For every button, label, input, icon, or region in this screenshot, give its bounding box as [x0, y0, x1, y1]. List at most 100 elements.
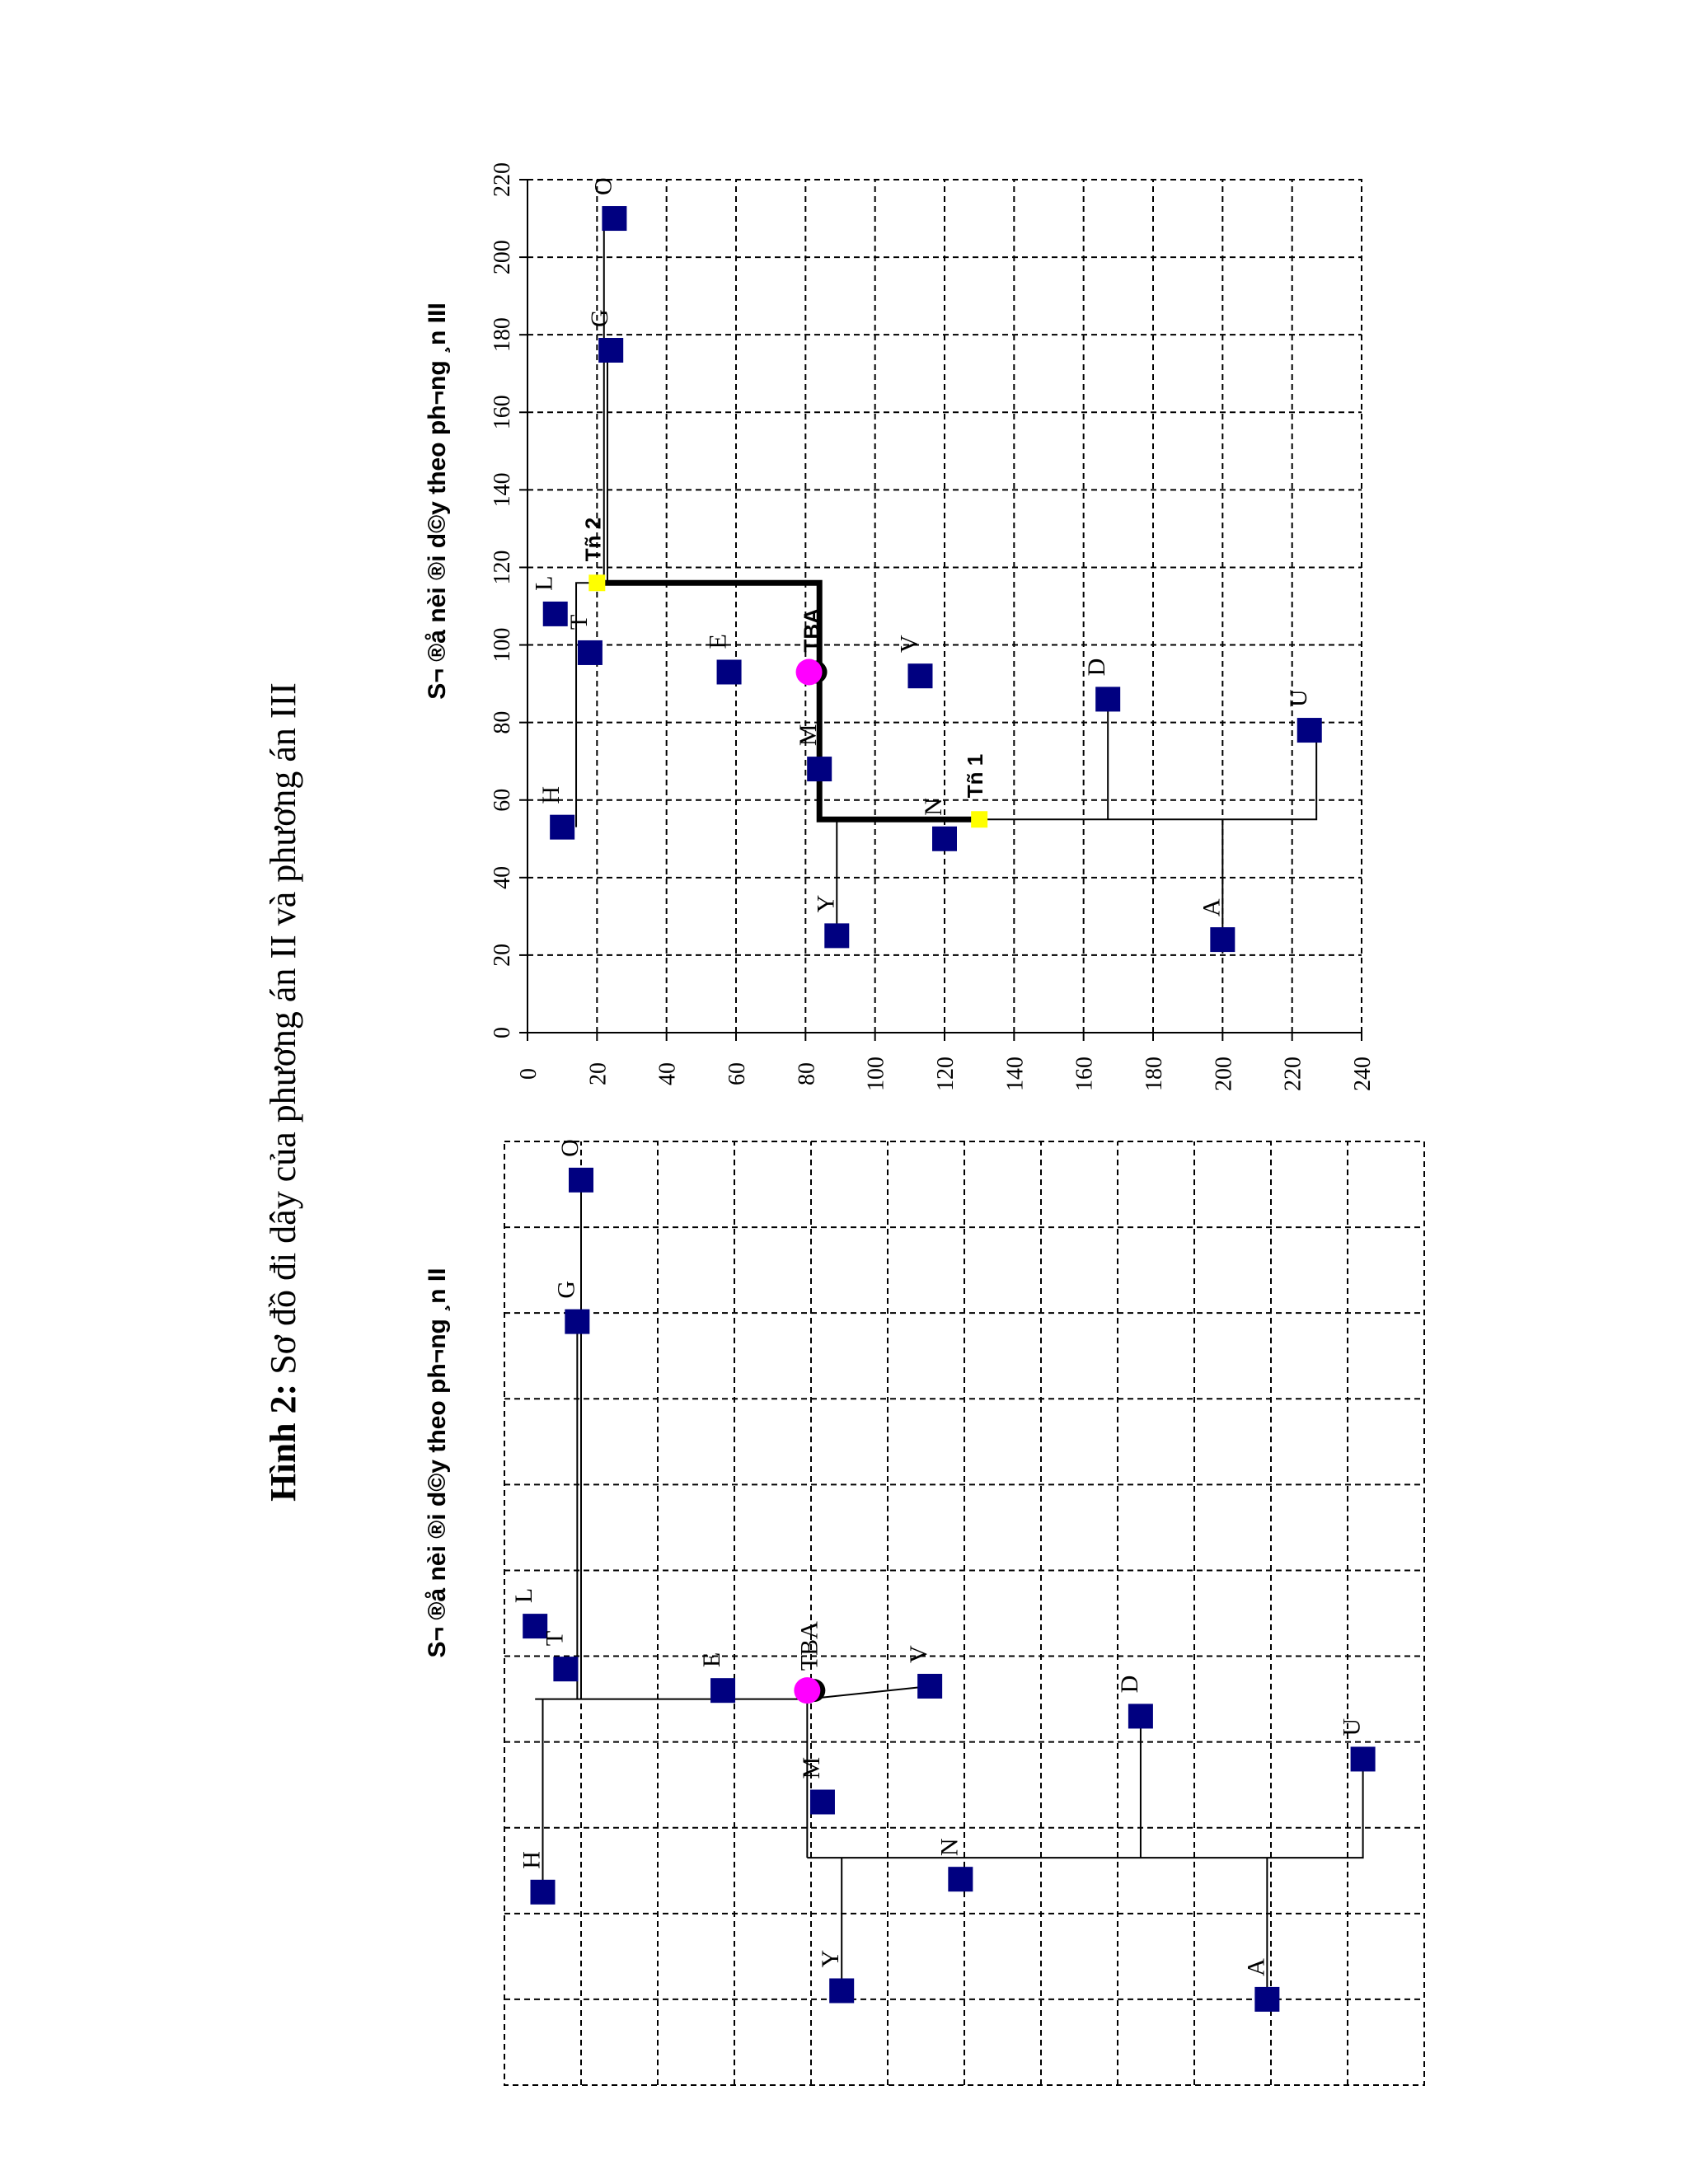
y-tick-label: 40: [655, 1062, 681, 1085]
point-l-label: L: [531, 576, 558, 591]
point-o-marker: [569, 1167, 593, 1193]
point-t-label: T: [541, 1631, 568, 1646]
junction-2-label: Tñ 2: [580, 518, 605, 561]
x-tick-label: 160: [490, 395, 515, 429]
point-h-marker: [530, 1879, 556, 1905]
point-n-label: N: [935, 1839, 963, 1857]
point-m-label: M: [798, 1757, 825, 1779]
point-g-marker: [565, 1309, 590, 1334]
point-l-marker: [523, 1614, 548, 1639]
point-y-label: Y: [812, 895, 839, 913]
point-h-marker: [550, 814, 575, 840]
point-a-label: A: [1198, 898, 1225, 916]
junction-2-marker: [588, 574, 606, 592]
substation-tba-label: TBA: [799, 608, 824, 653]
y-tick-label: 0: [516, 1068, 542, 1080]
point-o-label: O: [556, 1139, 584, 1157]
point-u-marker: [1296, 718, 1322, 743]
substation-tba-label: TBA: [795, 1621, 823, 1671]
point-t-label: T: [565, 615, 593, 630]
y-tick-label: 120: [933, 1057, 959, 1091]
point-m-marker: [807, 757, 832, 782]
chart-3-points: O G L T H E TBA M Y V N D A U: [531, 177, 1322, 953]
point-a-marker: [1254, 1986, 1280, 2012]
point-v-marker: [917, 1673, 943, 1699]
x-tick-label: 180: [490, 317, 515, 352]
x-tick-label: 220: [490, 162, 515, 197]
point-h-label: H: [518, 1851, 546, 1869]
junction-1-marker: [971, 811, 988, 828]
x-tick-label: 60: [490, 789, 515, 812]
trunk-tba-j2: [597, 579, 823, 673]
junction-1-label: Tñ 1: [963, 754, 987, 798]
point-o-label: O: [589, 177, 617, 195]
point-t-marker: [553, 1657, 579, 1682]
point-v-label: V: [905, 1645, 932, 1663]
point-o-marker: [602, 206, 627, 232]
point-g-label: G: [586, 309, 613, 327]
chart-plan-2: S¬ ®å nèi ®i d©y theo ph­¬ng ¸n II O G L T H…: [424, 1139, 1425, 2086]
trunk-tba-j1: [816, 672, 980, 823]
point-e-label: E: [698, 1652, 725, 1667]
chart-3-grid: [528, 180, 1362, 1033]
x-tick-label: 200: [490, 240, 515, 274]
y-tick-label: 200: [1211, 1057, 1236, 1091]
point-m-label: M: [795, 724, 822, 746]
point-l-label: L: [510, 1588, 537, 1603]
y-tick-label: 60: [724, 1062, 750, 1085]
point-y-marker: [829, 1978, 855, 2004]
point-g-label: G: [552, 1281, 579, 1299]
point-n-marker: [948, 1867, 973, 1892]
point-d-label: D: [1116, 1675, 1143, 1694]
chart-2-wiring: [535, 1179, 1364, 1999]
point-u-label: U: [1285, 689, 1312, 707]
substation-tba-marker: [795, 658, 823, 686]
point-u-label: U: [1339, 1718, 1366, 1736]
y-tick-label: 180: [1142, 1057, 1167, 1091]
x-tick-label: 80: [490, 711, 515, 734]
wire-u: [979, 730, 1318, 821]
chart-3-axes: 0 20 40 60 80 100 120 140 160 180 200 220 0 20 40 60 80 1…: [490, 162, 1376, 1091]
x-tick-label: 140: [490, 472, 515, 507]
wire-trunk: [807, 1759, 1364, 1859]
point-e-marker: [716, 659, 742, 685]
point-d-label: D: [1083, 658, 1110, 677]
point-a-marker: [1210, 927, 1236, 953]
figure-title-text: Sơ đồ đi dây của phương án II và phương …: [263, 682, 303, 1384]
x-tick-label: 100: [490, 628, 515, 663]
point-v-label: V: [895, 635, 922, 653]
point-a-label: A: [1242, 1958, 1269, 1976]
point-e-marker: [710, 1678, 736, 1704]
y-tick-label: 20: [585, 1062, 611, 1085]
y-tick-label: 220: [1281, 1057, 1306, 1091]
point-m-marker: [809, 1789, 835, 1815]
point-n-marker: [932, 826, 957, 851]
point-v-marker: [907, 663, 933, 689]
point-u-marker: [1350, 1746, 1376, 1772]
x-tick-label: 120: [490, 550, 515, 584]
substation-tba-marker: [794, 1677, 821, 1704]
x-tick-label: 40: [490, 866, 515, 889]
x-tick-label: 20: [490, 944, 515, 967]
y-tick-label: 100: [864, 1057, 889, 1091]
chart-2-grid: [504, 1141, 1424, 2085]
point-d-marker: [1128, 1704, 1153, 1729]
chart-plan-3: S¬ ®å nèi ®i d©y theo ph­¬ng ¸n III 0 20 4…: [424, 162, 1376, 1091]
chart-2-points: O G L T H E TBA M Y V N D A U: [510, 1139, 1376, 2012]
chart-3-wiring: Tñ 1 Tñ 2: [575, 218, 1318, 940]
point-l-marker: [542, 601, 568, 626]
point-n-label: N: [920, 798, 947, 816]
point-e-label: E: [705, 634, 732, 649]
y-tick-label: 80: [794, 1062, 819, 1085]
point-y-marker: [824, 923, 850, 949]
point-g-marker: [598, 338, 624, 363]
point-h-label: H: [537, 786, 565, 804]
figure-prefix: Hình 2:: [263, 1384, 303, 1502]
point-y-label: Y: [817, 1950, 844, 1968]
y-tick-label: 240: [1350, 1057, 1376, 1091]
figure-title: Hình 2: Sơ đồ đi dây của phương án II và…: [263, 682, 303, 1502]
x-tick-label: 0: [490, 1027, 515, 1038]
point-t-marker: [577, 640, 603, 665]
chart-3-title: S¬ ®å nèi ®i d©y theo ph­¬ng ¸n III: [424, 302, 451, 699]
